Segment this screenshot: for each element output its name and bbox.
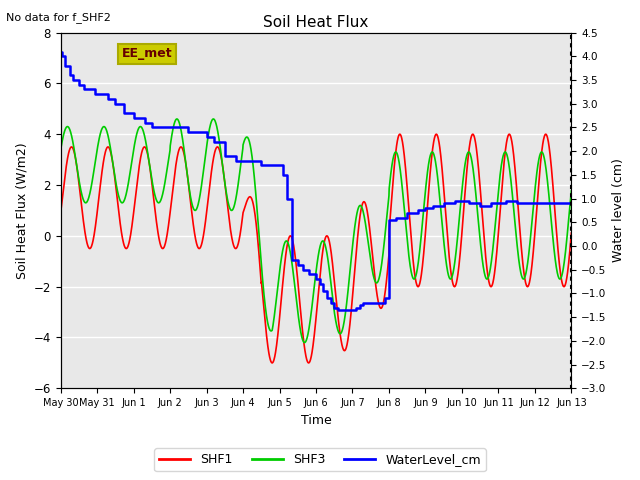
SHF3: [173, 116, 180, 122]
WaterLevel_cm: [334, 307, 342, 313]
WaterLevel_cm: [57, 48, 65, 54]
Text: No data for f_SHF2: No data for f_SHF2: [6, 12, 111, 23]
SHF3: [83, 199, 90, 205]
WaterLevel_cm: [166, 124, 174, 130]
WaterLevel_cm: [352, 305, 360, 311]
Y-axis label: Water level (cm): Water level (cm): [612, 158, 625, 263]
Line: WaterLevel_cm: WaterLevel_cm: [61, 51, 572, 310]
SHF1: [568, 230, 575, 236]
X-axis label: Time: Time: [301, 414, 332, 427]
Legend: SHF1, SHF3, WaterLevel_cm: SHF1, SHF3, WaterLevel_cm: [154, 448, 486, 471]
SHF1: [292, 258, 300, 264]
SHF3: [460, 175, 467, 180]
WaterLevel_cm: [568, 201, 575, 206]
SHF3: [553, 269, 561, 275]
SHF3: [57, 147, 65, 153]
SHF3: [553, 267, 561, 273]
Text: EE_met: EE_met: [122, 48, 173, 60]
Title: Soil Heat Flux: Soil Heat Flux: [263, 15, 369, 30]
SHF1: [553, 236, 561, 241]
Y-axis label: Soil Heat Flux (W/m2): Soil Heat Flux (W/m2): [15, 142, 28, 279]
SHF1: [553, 232, 561, 238]
Line: SHF1: SHF1: [61, 134, 572, 363]
SHF3: [306, 323, 314, 328]
WaterLevel_cm: [232, 158, 239, 164]
SHF3: [292, 291, 300, 297]
SHF1: [506, 132, 513, 137]
SHF1: [305, 360, 313, 365]
Line: SHF3: SHF3: [61, 119, 572, 343]
SHF1: [459, 216, 467, 222]
SHF1: [268, 360, 276, 366]
WaterLevel_cm: [104, 96, 112, 102]
SHF1: [83, 239, 90, 245]
SHF1: [57, 210, 65, 216]
SHF3: [301, 340, 308, 346]
WaterLevel_cm: [367, 300, 374, 306]
WaterLevel_cm: [327, 300, 335, 306]
SHF3: [568, 188, 575, 193]
